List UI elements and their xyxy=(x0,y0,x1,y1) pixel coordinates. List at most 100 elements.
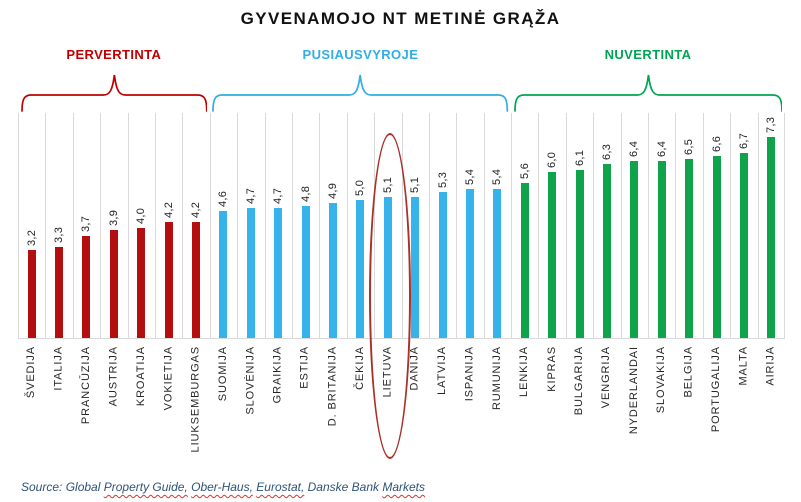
category-column: 6,4 SLOVAKIJA xyxy=(648,113,675,478)
category-column: 5,4 RUMUNIJA xyxy=(483,113,511,478)
gridline xyxy=(648,113,675,338)
bar-value-label: 5,1 xyxy=(409,177,422,194)
gridline xyxy=(511,113,538,338)
bar xyxy=(630,161,639,338)
gridline xyxy=(154,113,182,338)
bar-value-label: 5,0 xyxy=(354,179,367,196)
gridline xyxy=(456,113,483,338)
bar-value-label: 6,0 xyxy=(546,152,559,169)
category-column: 4,2 LIUKSEMBURGAS xyxy=(182,113,209,478)
category-label: MALTA xyxy=(737,346,750,386)
category-label: AUSTRIJA xyxy=(107,346,120,407)
category-label: LIUKSEMBURGAS xyxy=(189,346,202,453)
category-column: 3,2 ŠVEDIJA xyxy=(18,113,45,478)
gridline xyxy=(182,113,209,338)
category-column: 4,6 SUOMIJA xyxy=(209,113,237,478)
bar-value-label: 6,4 xyxy=(655,141,668,158)
source-word-misspelled: Eurostat, xyxy=(256,480,305,494)
bar xyxy=(109,230,118,338)
gridline xyxy=(127,113,155,338)
bar xyxy=(739,153,748,338)
gridline xyxy=(538,113,565,338)
gridline xyxy=(346,113,374,338)
source-word-misspelled: Ober-Haus, xyxy=(191,480,253,494)
bar-value-label: 3,9 xyxy=(107,210,120,227)
category-column: 4,0 KROATIJA xyxy=(127,113,155,478)
gridline xyxy=(319,113,346,338)
bar xyxy=(164,222,173,338)
category-label: RUMUNIJA xyxy=(490,346,503,411)
gridline xyxy=(483,113,511,338)
gridline xyxy=(291,113,319,338)
gridline xyxy=(620,113,648,338)
category-label: DANIJA xyxy=(408,346,421,391)
gridline xyxy=(237,113,264,338)
bar-value-label: 5,4 xyxy=(491,168,504,185)
bar-value-label: 4,6 xyxy=(217,190,230,208)
bar xyxy=(575,169,584,338)
bar xyxy=(520,183,529,338)
category-label: LENKIJA xyxy=(518,346,531,397)
bar xyxy=(356,200,365,338)
source-word-misspelled: Markets xyxy=(382,480,426,494)
bar xyxy=(137,227,146,338)
bar xyxy=(767,136,776,338)
bar-value-label: 4,2 xyxy=(162,201,175,219)
category-label: SLOVĖNIJA xyxy=(244,346,257,415)
plot-area: 3,2 ŠVEDIJA 3,3 ITALIJA 3,7 PRANCŪZIJA 3,9 AUST… xyxy=(18,113,785,478)
bar xyxy=(219,211,228,338)
bar-value-label: 4,2 xyxy=(190,201,203,219)
gridline xyxy=(565,113,593,338)
bar-value-label: 3,2 xyxy=(25,229,38,246)
gridline xyxy=(264,113,292,338)
category-column: 6,5 BELGIJA xyxy=(675,113,702,478)
category-column: 6,6 PORTUGALIJA xyxy=(702,113,730,478)
group-brace-nuvertinta xyxy=(513,74,783,112)
category-column: 5,4 ISPANIJA xyxy=(456,113,483,478)
category-column: 5,6 LENKIJA xyxy=(511,113,538,478)
bar-value-label: 5,6 xyxy=(518,163,531,180)
bar xyxy=(493,188,502,338)
bar xyxy=(274,208,283,338)
category-label: ESTIJA xyxy=(299,346,312,389)
bar-value-label: 4,8 xyxy=(299,185,312,202)
category-label: SLOVAKIJA xyxy=(655,346,668,414)
category-label: LATVIJA xyxy=(436,346,449,395)
bar xyxy=(27,249,36,338)
bar-value-label: 6,4 xyxy=(628,141,641,158)
bar xyxy=(548,172,557,338)
category-label: PRANCŪZIJA xyxy=(79,346,92,425)
category-column: 4,7 SLOVĖNIJA xyxy=(237,113,264,478)
category-column: 3,3 ITALIJA xyxy=(45,113,72,478)
bar xyxy=(602,164,611,338)
category-label: PORTUGALIJA xyxy=(710,346,723,433)
source-note: Source: Global Property Guide, Ober-Haus… xyxy=(21,480,425,494)
source-word-misspelled: Property Guide, xyxy=(103,480,188,494)
gridline xyxy=(757,113,785,338)
group-brace-pervertinta xyxy=(20,74,208,112)
gridline xyxy=(45,113,72,338)
category-label: SUOMIJA xyxy=(216,346,229,402)
category-column: 6,0 KIPRAS xyxy=(538,113,565,478)
gridline xyxy=(428,113,456,338)
category-label: AIRIJA xyxy=(764,346,777,386)
bar-value-label: 3,7 xyxy=(80,215,93,232)
bar-value-label: 6,7 xyxy=(737,132,750,150)
group-brace-pusiausvyroje xyxy=(212,74,509,112)
category-label: D. BRITANIJA xyxy=(326,346,339,427)
bar-value-label: 3,3 xyxy=(53,226,66,243)
bar-value-label: 6,1 xyxy=(573,149,586,166)
bar xyxy=(657,161,666,338)
category-column: 7,3 AIRIJA xyxy=(757,113,785,478)
category-label: NYDERLANDAI xyxy=(627,346,640,435)
category-column: 6,7 MALTA xyxy=(730,113,757,478)
bar-value-label: 6,6 xyxy=(710,135,723,152)
gridline xyxy=(702,113,730,338)
source-text: Source: Global xyxy=(21,480,104,494)
gridline xyxy=(593,113,620,338)
bar-value-label: 6,5 xyxy=(683,138,696,155)
bar xyxy=(438,191,447,338)
category-label: VENGRIJA xyxy=(600,346,613,409)
bar-value-label: 5,3 xyxy=(436,171,449,188)
